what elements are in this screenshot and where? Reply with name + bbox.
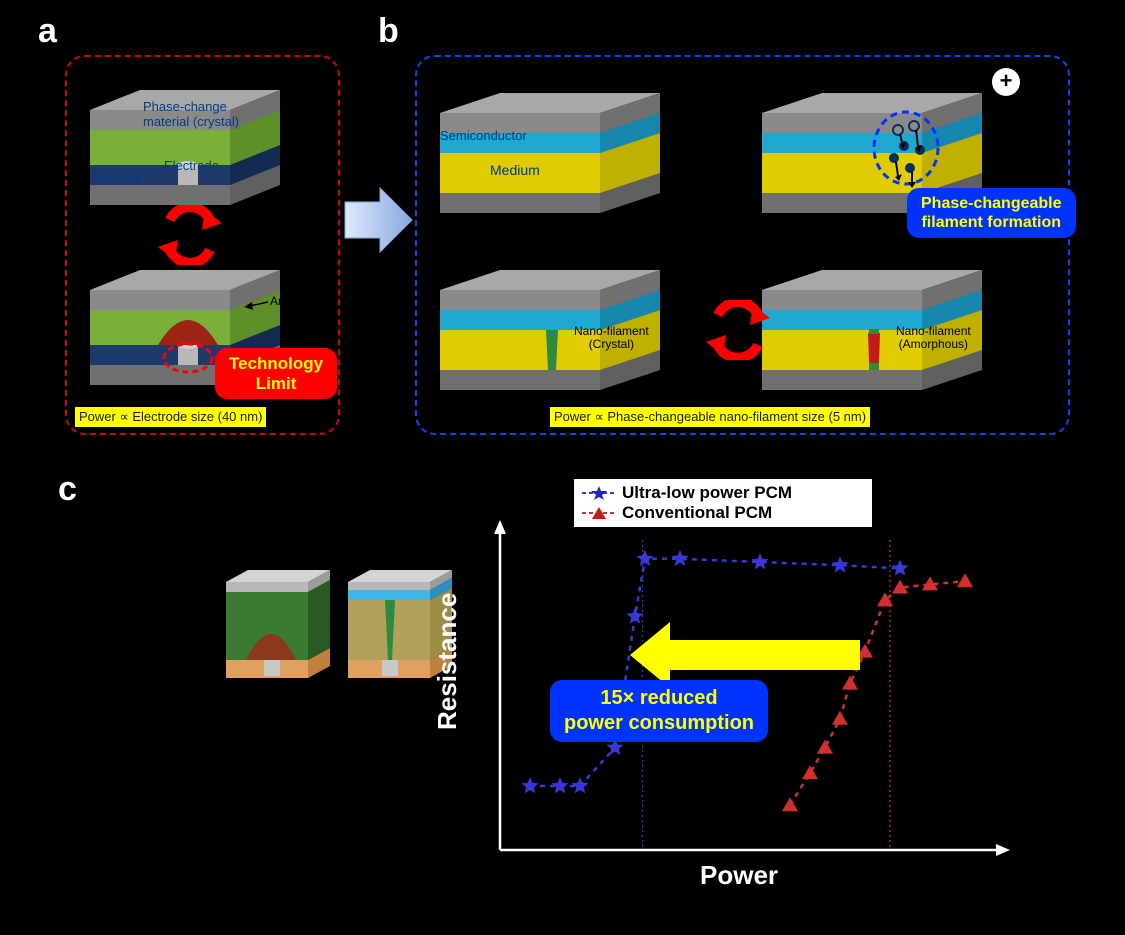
panel-b-caption: Power ∝ Phase-changeable nano-filament s… <box>550 407 870 427</box>
legend-item-conv: Conventional PCM <box>582 503 864 523</box>
panel-letter-a: a <box>38 12 57 51</box>
panel-a-top-diagram <box>80 70 320 220</box>
legend-label-conv: Conventional PCM <box>622 503 772 523</box>
down-arrow-b <box>876 232 916 272</box>
cycle-arrows-b <box>698 300 778 360</box>
panel-b-tl-diagram <box>430 78 700 228</box>
label-amorphous: Amorphous <box>270 294 331 308</box>
legend-item-ultra: Ultra-low power PCM <box>582 483 864 503</box>
label-insulator: Insulator <box>93 170 143 185</box>
technology-limit-badge: Technology Limit <box>215 348 337 399</box>
cycle-arrows-a <box>150 205 230 265</box>
label-medium: Medium <box>490 162 540 178</box>
panel-b-br-diagram <box>752 255 1022 405</box>
label-nano-crystal: Nano-filament (Crystal) <box>574 325 649 351</box>
transition-arrow <box>340 180 415 260</box>
panel-b-bl-diagram <box>430 255 700 405</box>
label-semiconductor: Semiconductor <box>440 128 527 143</box>
label-electrode: Electrode <box>164 158 219 173</box>
panel-letter-b: b <box>378 12 399 51</box>
label-nano-amorphous: Nano-filament (Amorphous) <box>896 325 971 351</box>
filament-formation-badge: Phase-changeable filament formation <box>907 188 1076 238</box>
plus-badge: + <box>992 68 1020 96</box>
power-reduction-badge: 15× reduced power consumption <box>550 680 768 742</box>
legend-label-ultra: Ultra-low power PCM <box>622 483 792 503</box>
ylabel: Resistance <box>432 593 463 730</box>
amorphous-arrow <box>244 298 270 310</box>
inset-left <box>218 560 338 700</box>
xlabel: Power <box>700 860 778 891</box>
panel-letter-c: c <box>58 470 77 509</box>
panel-a-caption: Power ∝ Electrode size (40 nm) <box>75 407 266 427</box>
chart-legend: Ultra-low power PCM Conventional PCM <box>573 478 873 528</box>
label-pcm: Phase-change material (crystal) <box>143 100 239 130</box>
